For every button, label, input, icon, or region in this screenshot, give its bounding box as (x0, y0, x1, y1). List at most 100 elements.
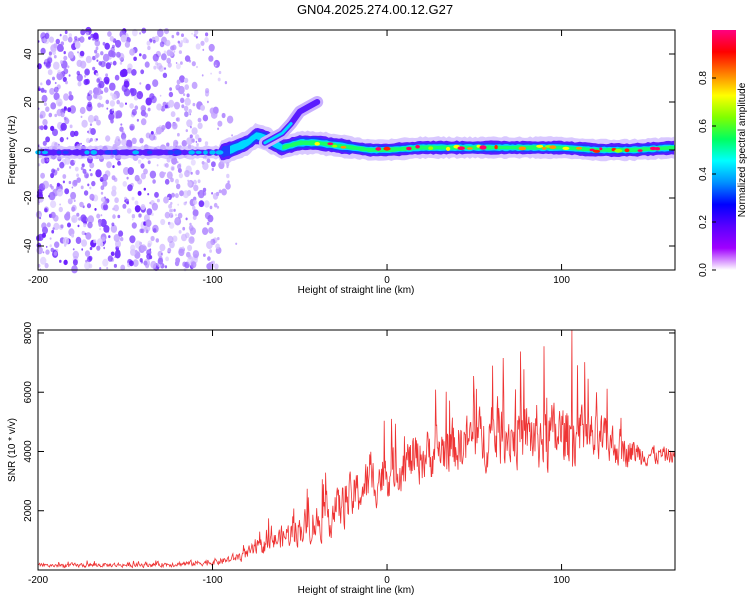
spectrogram-noise-blob (52, 227, 55, 231)
spectrogram-noise-blob (211, 161, 216, 168)
spectrogram-noise-blob (143, 259, 151, 267)
spectrogram-noise-blob (64, 157, 71, 165)
spectrogram-noise-blob (52, 188, 59, 197)
spectrogram-noise-blob (64, 30, 68, 34)
track-hotspot (340, 145, 347, 149)
spectrogram-noise-blob (54, 81, 57, 85)
spectrogram-noise-blob (89, 137, 93, 142)
spectrogram-noise-blob (183, 105, 189, 112)
spectrogram-noise-blob (40, 47, 46, 55)
spectrogram-noise-blob (103, 200, 108, 206)
spectrogram-noise-blob (134, 105, 139, 110)
spectrogram-noise-blob (74, 36, 78, 41)
spectrogram-noise-blob (215, 243, 220, 249)
spectrogram-noise-blob (161, 124, 166, 131)
spectrogram-noise-blob (111, 107, 115, 112)
spectrogram-noise-blob (92, 55, 96, 61)
spectrogram-x-tick-label: 0 (384, 275, 390, 286)
spectrogram-y-tick-label: 20 (23, 96, 34, 108)
spectrogram-noise-blob (80, 185, 84, 190)
spectrogram-noise-blob (207, 256, 211, 261)
spectrogram-noise-blob (191, 127, 198, 135)
spectrogram-noise-blob (213, 113, 216, 116)
spectrogram-panel: -200 -100 0 100 40 20 0 -20 -40 Height of straig… (7, 26, 676, 296)
spectrogram-noise-blob (165, 163, 169, 168)
spectrogram-noise-blob (156, 164, 159, 167)
track-blob (132, 150, 140, 155)
spectrogram-noise-blob (56, 43, 64, 52)
spectrogram-noise-blob (129, 103, 134, 109)
spectrogram-noise-blob (131, 214, 136, 219)
spectrogram-noise-blob (107, 255, 113, 262)
spectrogram-noise-blob (90, 173, 93, 177)
track-hotspot (649, 146, 657, 151)
spectrogram-noise-blob (142, 53, 147, 60)
spectrogram-noise-blob (164, 265, 168, 269)
spectrogram-noise-blob (91, 180, 96, 187)
spectrogram-noise-blob (89, 186, 92, 190)
spectrogram-noise-blob (85, 55, 92, 64)
spectrogram-noise-blob (101, 103, 104, 108)
spectrogram-noise-blob (115, 39, 122, 48)
spectrogram-noise-blob (200, 104, 206, 111)
spectrogram-noise-blob (121, 138, 127, 146)
spectrogram-noise-blob (59, 60, 64, 65)
spectrogram-noise-blob (224, 81, 228, 85)
spectrogram-noise-blob (86, 256, 92, 263)
spectrogram-noise-blob (100, 214, 103, 217)
spectrogram-noise-blob (62, 180, 65, 184)
snr-frame (37, 329, 676, 571)
spectrogram-noise-blob (147, 45, 151, 51)
spectrogram-noise-blob (76, 212, 80, 217)
spectrogram-noise-blob (76, 59, 83, 67)
spectrogram-noise-blob (151, 202, 158, 211)
spectrogram-noise-blob (167, 235, 174, 244)
spectrogram-noise-blob (195, 43, 201, 50)
track-blob (167, 150, 174, 155)
spectrogram-noise-blob (185, 129, 188, 133)
track-hotspot (518, 146, 527, 151)
spectrogram-noise-blob (140, 118, 147, 126)
spectrogram-noise-blob (177, 203, 180, 206)
spectrogram-noise-blob (77, 51, 79, 54)
spectrogram-noise-blob (166, 57, 171, 64)
spectrogram-x-label: Height of straight line (km) (298, 285, 415, 296)
spectrogram-noise-blob (119, 102, 124, 108)
spectrogram-noise-blob (211, 192, 214, 195)
spectrogram-noise-blob (119, 69, 126, 78)
spectrogram-noise-blob (72, 180, 78, 187)
spectrogram-noise-blob (108, 235, 111, 239)
spectrogram-noise-blob (50, 44, 57, 53)
spectrogram-noise-blob (63, 68, 69, 75)
spectrogram-noise-blob (201, 161, 205, 165)
spectrogram-noise-blob (176, 31, 180, 36)
spectrogram-noise-blob (49, 244, 52, 248)
spectrogram-noise-blob (49, 87, 55, 95)
spectrogram-noise-blob (202, 48, 205, 52)
spectrogram-noise-blob (112, 165, 115, 169)
spectrogram-noise-blob (71, 204, 77, 212)
spectrogram-noise-blob (56, 182, 61, 187)
spectrogram-noise-blob (190, 171, 193, 175)
spectrogram-noise-blob (43, 125, 48, 130)
spectrogram-noise-blob (103, 87, 109, 93)
spectrogram-noise-blob (53, 86, 59, 93)
spectrogram-noise-blob (41, 94, 48, 103)
spectrogram-noise-blob (184, 170, 190, 178)
spectrogram-noise-blob (98, 80, 105, 89)
spectrogram-noise-blob (102, 258, 109, 267)
track-hotspot (575, 146, 583, 150)
spectrogram-noise-blob (86, 93, 93, 101)
spectrogram-noise-blob (196, 65, 198, 69)
spectrogram-noise-blob (159, 94, 162, 97)
spectrogram-noise-blob (89, 246, 93, 251)
spectrogram-noise-blob (181, 140, 187, 147)
spectrogram-noise-blob (82, 168, 87, 174)
spectrogram-noise-blob (141, 27, 147, 34)
spectrogram-noise-blob (214, 64, 217, 67)
spectrogram-noise-blob (170, 45, 175, 51)
spectrogram-noise-blob (164, 178, 170, 185)
spectrogram-noise-blob (140, 69, 145, 75)
spectrogram-noise-blob (204, 141, 209, 146)
spectrogram-noise-blob (124, 41, 130, 48)
